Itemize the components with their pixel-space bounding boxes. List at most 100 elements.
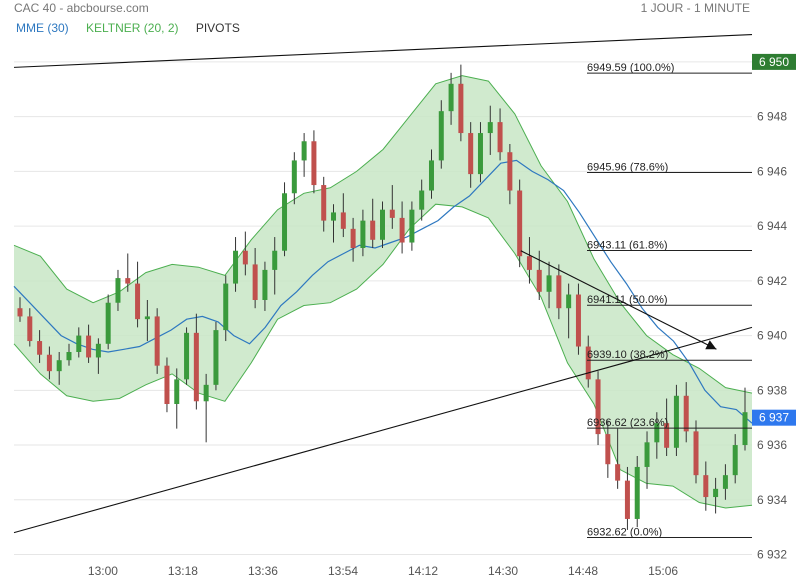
candle-body [458, 83, 464, 134]
candle-body [184, 332, 190, 380]
candle-body [556, 275, 562, 309]
candle-body [389, 209, 395, 218]
candle-body [546, 275, 552, 292]
price-tag-top-bg [752, 53, 796, 70]
candle-body [399, 217, 405, 243]
candle-body [360, 220, 366, 248]
price-tag-last: 6 937 [759, 411, 789, 425]
candles [17, 64, 748, 530]
candle-body [95, 343, 101, 358]
x-tick-label: 15:06 [648, 564, 678, 578]
candle-body [380, 209, 385, 240]
fib-level-label: 6941.11 (50.0%) [587, 294, 668, 306]
trendline-arrowhead [705, 340, 717, 350]
candle-body [37, 341, 43, 355]
candle-body [468, 133, 474, 175]
trendline [520, 250, 717, 350]
fib-level-label: 6936.62 (23.6%) [587, 417, 668, 429]
candle-body [233, 250, 239, 284]
candle-body [174, 379, 180, 404]
y-tick-label: 6 934 [757, 493, 787, 507]
chart-period: 1 JOUR - 1 MINUTE [640, 1, 750, 15]
legend: MME (30) KELTNER (20, 2) PIVOTS [16, 21, 254, 35]
trendlines [13, 33, 753, 534]
candle-body [566, 294, 572, 309]
y-tick-label: 6 944 [757, 219, 787, 233]
keltner-lower [13, 203, 753, 509]
candle-body [585, 346, 591, 380]
chart-title: CAC 40 - abcbourse.com [14, 1, 149, 15]
x-tick-label: 14:30 [488, 564, 518, 578]
candle-body [448, 83, 454, 112]
candle-body [536, 269, 542, 292]
x-tick-label: 14:48 [568, 564, 598, 578]
candle-body [331, 212, 337, 221]
candle-body [86, 335, 92, 358]
keltner-upper [13, 75, 753, 394]
candle-body [321, 185, 327, 221]
candle-body [252, 264, 258, 300]
candle-body [713, 488, 719, 498]
fibonacci-levels: 6949.59 (100.0%) 6945.96 (78.6%) 6943.11 (… [587, 62, 752, 539]
candle-body [311, 141, 317, 186]
candle-body [115, 278, 121, 303]
candle-body [203, 384, 209, 402]
candle-body [164, 365, 170, 404]
y-tick-label: 6 940 [757, 329, 787, 343]
candle-body [575, 294, 581, 347]
price-tag-last-bg [752, 409, 796, 426]
legend-pivots[interactable]: PIVOTS [195, 21, 240, 35]
fib-level-label: 6932.62 (0.0%) [587, 527, 662, 539]
y-tick-label: 6 938 [757, 383, 787, 397]
candle-body [517, 190, 523, 257]
candle-body [644, 442, 650, 467]
x-tick-label: 14:12 [408, 564, 438, 578]
price-tag-top: 6 950 [759, 55, 789, 69]
candle-body [46, 354, 52, 372]
legend-keltner[interactable]: KELTNER (20, 2) [86, 21, 179, 35]
candle-body [282, 193, 288, 251]
y-tick-label: 6 948 [757, 110, 787, 124]
candle-body [595, 379, 601, 435]
price-tags: 6 950 6 937 [752, 53, 796, 426]
y-tick-label: 6 936 [757, 438, 787, 452]
candle-body [154, 316, 160, 366]
candle-body [409, 209, 415, 243]
trendline [13, 33, 753, 68]
legend-mme[interactable]: MME (30) [16, 21, 69, 35]
candle-body [693, 431, 699, 476]
candle-body [624, 480, 630, 519]
candle-body [27, 316, 33, 342]
candle-body [105, 302, 111, 344]
candle-body [526, 256, 532, 270]
candle-body [732, 445, 738, 476]
candle-body [419, 190, 425, 210]
candle-body [438, 111, 444, 161]
candle-body [242, 250, 248, 265]
candle-body [76, 335, 82, 352]
candle-body [673, 395, 679, 448]
candle-body [664, 423, 670, 448]
candle-body [477, 133, 483, 175]
x-axis: 13:00 13:18 13:36 13:54 14:12 14:30 14:48 15:06 [88, 564, 679, 578]
candle-body [350, 228, 356, 248]
fib-level-label: 6939.10 (38.2%) [587, 349, 668, 361]
x-tick-label: 13:54 [328, 564, 358, 578]
candle-body [742, 412, 748, 446]
candle-body [487, 122, 493, 134]
y-axis: 6 932 6 934 6 936 6 938 6 940 6 942 6 944 6 946… [757, 55, 787, 562]
candle-body [291, 160, 297, 194]
candle-body [370, 220, 376, 240]
fib-level-label: 6943.11 (61.8%) [587, 239, 668, 251]
candle-body [722, 475, 728, 489]
candle-body [507, 152, 513, 191]
candle-body [683, 395, 689, 432]
candle-body [301, 141, 307, 161]
trendline [13, 326, 753, 534]
candle-body [497, 122, 503, 153]
y-tick-label: 6 942 [757, 274, 787, 288]
candle-body [262, 269, 268, 300]
candle-body [17, 308, 23, 317]
x-tick-label: 13:36 [248, 564, 278, 578]
